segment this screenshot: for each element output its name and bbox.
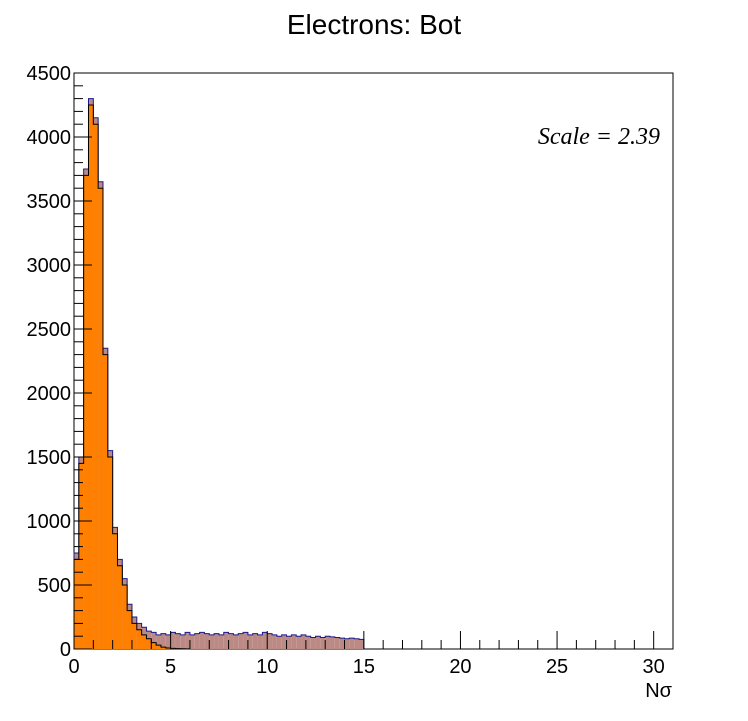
bar bbox=[243, 632, 248, 649]
series-outline-total bbox=[73, 98, 365, 649]
bar bbox=[165, 647, 171, 649]
bar bbox=[156, 645, 161, 649]
bar bbox=[136, 629, 142, 649]
y-tick-label: 3500 bbox=[27, 191, 72, 213]
bar bbox=[175, 633, 181, 649]
x-axis: 0 5 10 15 20 25 30 bbox=[68, 631, 665, 678]
bar bbox=[359, 639, 364, 649]
x-tick-label: 0 bbox=[68, 656, 79, 678]
bar bbox=[98, 188, 103, 649]
bar bbox=[185, 632, 190, 649]
bar bbox=[272, 634, 277, 649]
bar bbox=[315, 636, 321, 649]
bar bbox=[247, 634, 253, 649]
bar bbox=[112, 533, 118, 649]
bar bbox=[349, 638, 355, 649]
x-tick-label: 10 bbox=[256, 656, 278, 678]
y-tick-label: 4000 bbox=[27, 127, 72, 149]
y-tick-label: 2000 bbox=[27, 383, 72, 405]
bar bbox=[214, 633, 219, 649]
bar bbox=[344, 638, 350, 649]
series-signal bbox=[73, 104, 191, 650]
bar bbox=[233, 634, 239, 649]
bar bbox=[281, 634, 287, 649]
y-tick-label: 1000 bbox=[27, 511, 72, 533]
bar bbox=[223, 632, 229, 649]
bar bbox=[286, 636, 292, 649]
bar bbox=[238, 633, 244, 649]
bar bbox=[339, 638, 345, 649]
bar bbox=[204, 633, 210, 649]
bar bbox=[151, 632, 157, 649]
bar bbox=[305, 636, 311, 649]
y-axis: 0 500 1000 1500 2000 2500 3000 3500 4000 4500 bbox=[27, 63, 92, 661]
bar bbox=[301, 634, 306, 649]
bar bbox=[310, 637, 316, 649]
bar bbox=[325, 636, 331, 649]
bar bbox=[354, 638, 360, 649]
bar bbox=[122, 585, 128, 649]
bar bbox=[127, 610, 132, 649]
x-tick-label: 15 bbox=[353, 656, 375, 678]
bar bbox=[165, 634, 171, 649]
bar bbox=[291, 634, 297, 649]
bar bbox=[151, 642, 157, 649]
bar bbox=[160, 647, 166, 649]
bar bbox=[102, 354, 108, 649]
bar bbox=[189, 634, 195, 649]
x-tick-label: 5 bbox=[165, 656, 176, 678]
y-tick-label: 1500 bbox=[27, 447, 72, 469]
bar bbox=[262, 632, 268, 649]
bar bbox=[146, 638, 152, 649]
x-tick-label: 30 bbox=[643, 656, 665, 678]
bar bbox=[334, 637, 340, 649]
bar bbox=[170, 632, 176, 649]
bar bbox=[209, 634, 215, 649]
x-tick-label: 20 bbox=[449, 656, 471, 678]
y-tick-label: 0 bbox=[60, 639, 71, 661]
scale-annotation: Scale = 2.39 bbox=[538, 124, 660, 150]
bar bbox=[199, 632, 205, 649]
bar bbox=[83, 175, 89, 649]
bar bbox=[117, 565, 123, 649]
bar bbox=[276, 636, 282, 649]
bar bbox=[267, 633, 273, 649]
bar bbox=[194, 633, 200, 649]
y-tick-label: 500 bbox=[38, 575, 71, 597]
bar bbox=[74, 559, 79, 649]
bar bbox=[156, 634, 161, 649]
bar bbox=[160, 633, 166, 649]
bar bbox=[218, 634, 224, 649]
y-tick-label: 3000 bbox=[27, 255, 72, 277]
plot-frame bbox=[73, 72, 674, 650]
bar bbox=[93, 124, 99, 649]
bar bbox=[180, 634, 186, 649]
bar bbox=[320, 637, 326, 649]
plot-area: 0 5 10 15 20 25 30 0 500 1000 1500 2000 2500 3000 3500… bbox=[27, 63, 674, 678]
bar bbox=[131, 623, 137, 649]
bar bbox=[257, 634, 263, 649]
bar bbox=[88, 105, 94, 649]
bar bbox=[228, 633, 234, 649]
x-axis-title: Nσ bbox=[645, 680, 672, 702]
bar bbox=[252, 633, 258, 649]
chart-title: Electrons: Bot bbox=[287, 9, 462, 40]
y-tick-label: 4500 bbox=[27, 63, 72, 85]
bar bbox=[78, 463, 84, 649]
bar bbox=[107, 457, 113, 649]
bar bbox=[141, 634, 147, 649]
bar bbox=[330, 636, 335, 649]
y-tick-label: 2500 bbox=[27, 319, 72, 341]
x-tick-label: 25 bbox=[546, 656, 568, 678]
bar bbox=[296, 636, 302, 649]
